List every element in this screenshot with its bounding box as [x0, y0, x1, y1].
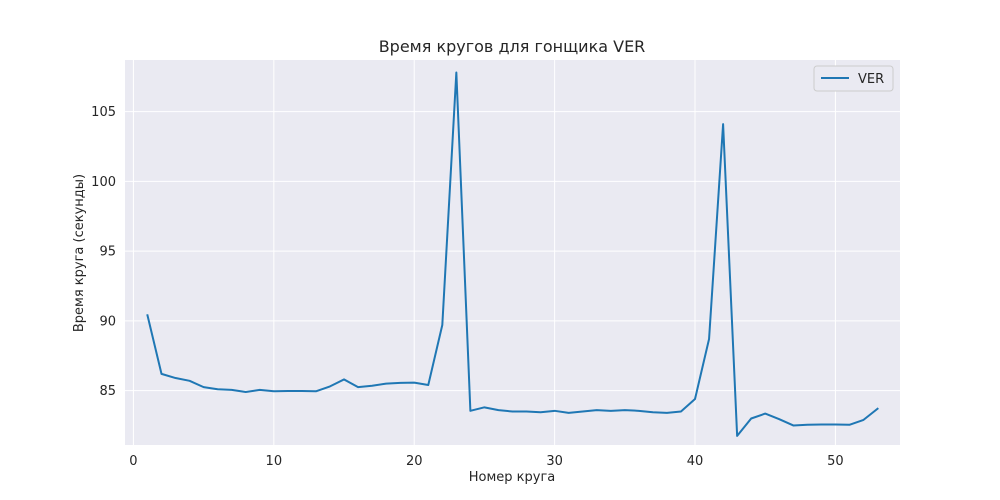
- legend: VER: [813, 65, 894, 92]
- x-tick-labels: 0 10 20 30 40 50: [129, 454, 843, 469]
- y-tick-label: 105: [91, 105, 116, 120]
- y-axis-label: Время круга (секунды): [72, 174, 87, 332]
- x-axis-label: Номер круга: [469, 470, 556, 485]
- y-tick-label: 95: [99, 245, 116, 260]
- x-tick-label: 20: [406, 454, 423, 469]
- x-tick-label: 50: [827, 454, 844, 469]
- plot-area-background: [125, 60, 900, 445]
- x-tick-label: 30: [546, 454, 563, 469]
- series-line-ver: [146, 71, 879, 437]
- series-layer: [146, 71, 879, 437]
- y-tick-labels: 85 90 95 100 105: [91, 105, 116, 399]
- x-tick-label: 40: [687, 454, 704, 469]
- y-tick-label: 85: [99, 384, 116, 399]
- chart-title: Время кругов для гонщика VER: [379, 37, 646, 56]
- x-tick-label: 0: [129, 454, 137, 469]
- x-tick-label: 10: [266, 454, 283, 469]
- y-tick-label: 100: [91, 175, 116, 190]
- y-tick-label: 90: [99, 314, 116, 329]
- legend-box: [813, 65, 894, 92]
- legend-label-ver: VER: [858, 72, 884, 87]
